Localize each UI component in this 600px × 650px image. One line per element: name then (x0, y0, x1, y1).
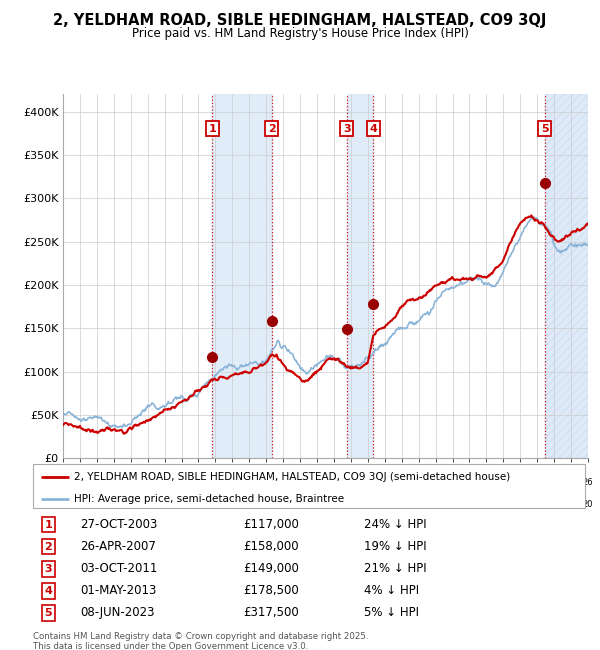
Text: 09: 09 (295, 478, 305, 488)
Text: 20: 20 (244, 500, 254, 509)
Text: 1: 1 (44, 519, 52, 530)
Text: 00: 00 (142, 478, 153, 488)
Text: 2, YELDHAM ROAD, SIBLE HEDINGHAM, HALSTEAD, CO9 3QJ: 2, YELDHAM ROAD, SIBLE HEDINGHAM, HALSTE… (53, 13, 547, 28)
Text: 03: 03 (193, 478, 204, 488)
Text: 24: 24 (549, 478, 559, 488)
Text: 5: 5 (44, 608, 52, 618)
Text: 19: 19 (58, 500, 68, 509)
Text: 20: 20 (397, 500, 407, 509)
Text: 26: 26 (583, 478, 593, 488)
Text: £149,000: £149,000 (243, 562, 299, 575)
Text: 25: 25 (566, 478, 577, 488)
Bar (545, 94, 588, 458)
Text: 01: 01 (160, 478, 170, 488)
Text: 21% ↓ HPI: 21% ↓ HPI (364, 562, 427, 575)
Bar (212, 94, 272, 458)
Text: 20: 20 (193, 500, 204, 509)
Text: 20: 20 (362, 500, 373, 509)
Text: £158,000: £158,000 (243, 540, 298, 553)
Text: 04: 04 (210, 478, 221, 488)
Text: 11: 11 (329, 478, 339, 488)
Text: 20: 20 (481, 500, 491, 509)
Text: 20: 20 (532, 500, 542, 509)
Text: 98: 98 (109, 478, 119, 488)
Text: 20: 20 (346, 500, 356, 509)
Text: 15: 15 (397, 478, 407, 488)
Text: 19% ↓ HPI: 19% ↓ HPI (364, 540, 427, 553)
Text: £317,500: £317,500 (243, 606, 299, 619)
Text: £117,000: £117,000 (243, 518, 299, 531)
Text: 97: 97 (92, 478, 102, 488)
Text: 5: 5 (541, 124, 548, 134)
Bar (347, 94, 373, 458)
Text: 23: 23 (532, 478, 542, 488)
Text: 14: 14 (380, 478, 390, 488)
Text: 99: 99 (125, 478, 136, 488)
Text: 5% ↓ HPI: 5% ↓ HPI (364, 606, 419, 619)
Text: 17: 17 (430, 478, 441, 488)
Text: 3: 3 (44, 564, 52, 574)
Text: 3: 3 (343, 124, 350, 134)
FancyBboxPatch shape (33, 464, 585, 508)
Text: 20: 20 (464, 500, 475, 509)
Text: 12: 12 (346, 478, 356, 488)
Bar (545, 94, 588, 458)
Text: 20: 20 (498, 500, 509, 509)
Text: 21: 21 (498, 478, 509, 488)
Text: HPI: Average price, semi-detached house, Braintree: HPI: Average price, semi-detached house,… (74, 493, 344, 504)
Text: 95: 95 (58, 478, 68, 488)
Text: 22: 22 (515, 478, 526, 488)
Text: 20: 20 (566, 500, 577, 509)
Text: 20: 20 (295, 500, 305, 509)
Text: 26-APR-2007: 26-APR-2007 (80, 540, 156, 553)
Text: 20: 20 (583, 500, 593, 509)
Text: 19: 19 (92, 500, 102, 509)
Text: 27-OCT-2003: 27-OCT-2003 (80, 518, 157, 531)
Text: 06: 06 (244, 478, 254, 488)
Text: 20: 20 (329, 500, 339, 509)
Text: 20: 20 (176, 500, 187, 509)
Text: 20: 20 (380, 500, 390, 509)
Text: 10: 10 (312, 478, 322, 488)
Text: 03-OCT-2011: 03-OCT-2011 (80, 562, 157, 575)
Text: 20: 20 (447, 500, 458, 509)
Text: 08: 08 (278, 478, 289, 488)
Text: 96: 96 (74, 478, 85, 488)
Text: 20: 20 (413, 500, 424, 509)
Text: 20: 20 (430, 500, 441, 509)
Text: 19: 19 (125, 500, 136, 509)
Text: 2: 2 (44, 541, 52, 552)
Text: 20: 20 (549, 500, 559, 509)
Text: 4: 4 (370, 124, 377, 134)
Text: 4: 4 (44, 586, 52, 596)
Text: 24% ↓ HPI: 24% ↓ HPI (364, 518, 427, 531)
Text: 16: 16 (413, 478, 424, 488)
Text: 20: 20 (481, 478, 491, 488)
Text: 07: 07 (261, 478, 272, 488)
Text: 20: 20 (312, 500, 322, 509)
Text: 20: 20 (278, 500, 289, 509)
Text: 2, YELDHAM ROAD, SIBLE HEDINGHAM, HALSTEAD, CO9 3QJ (semi-detached house): 2, YELDHAM ROAD, SIBLE HEDINGHAM, HALSTE… (74, 473, 511, 482)
Text: 19: 19 (109, 500, 119, 509)
Text: £178,500: £178,500 (243, 584, 299, 597)
Text: 2: 2 (268, 124, 275, 134)
Text: 01-MAY-2013: 01-MAY-2013 (80, 584, 156, 597)
Text: 20: 20 (515, 500, 526, 509)
Text: 20: 20 (227, 500, 238, 509)
Text: 20: 20 (160, 500, 170, 509)
Text: 4% ↓ HPI: 4% ↓ HPI (364, 584, 419, 597)
Text: 05: 05 (227, 478, 238, 488)
Text: Price paid vs. HM Land Registry's House Price Index (HPI): Price paid vs. HM Land Registry's House … (131, 27, 469, 40)
Text: 13: 13 (362, 478, 373, 488)
Text: 19: 19 (464, 478, 475, 488)
Text: 02: 02 (176, 478, 187, 488)
Text: 18: 18 (447, 478, 458, 488)
Text: Contains HM Land Registry data © Crown copyright and database right 2025.
This d: Contains HM Land Registry data © Crown c… (33, 632, 368, 650)
Text: 08-JUN-2023: 08-JUN-2023 (80, 606, 154, 619)
Text: 19: 19 (74, 500, 85, 509)
Text: 20: 20 (261, 500, 271, 509)
Text: 1: 1 (208, 124, 216, 134)
Text: 20: 20 (210, 500, 221, 509)
Text: 20: 20 (142, 500, 153, 509)
